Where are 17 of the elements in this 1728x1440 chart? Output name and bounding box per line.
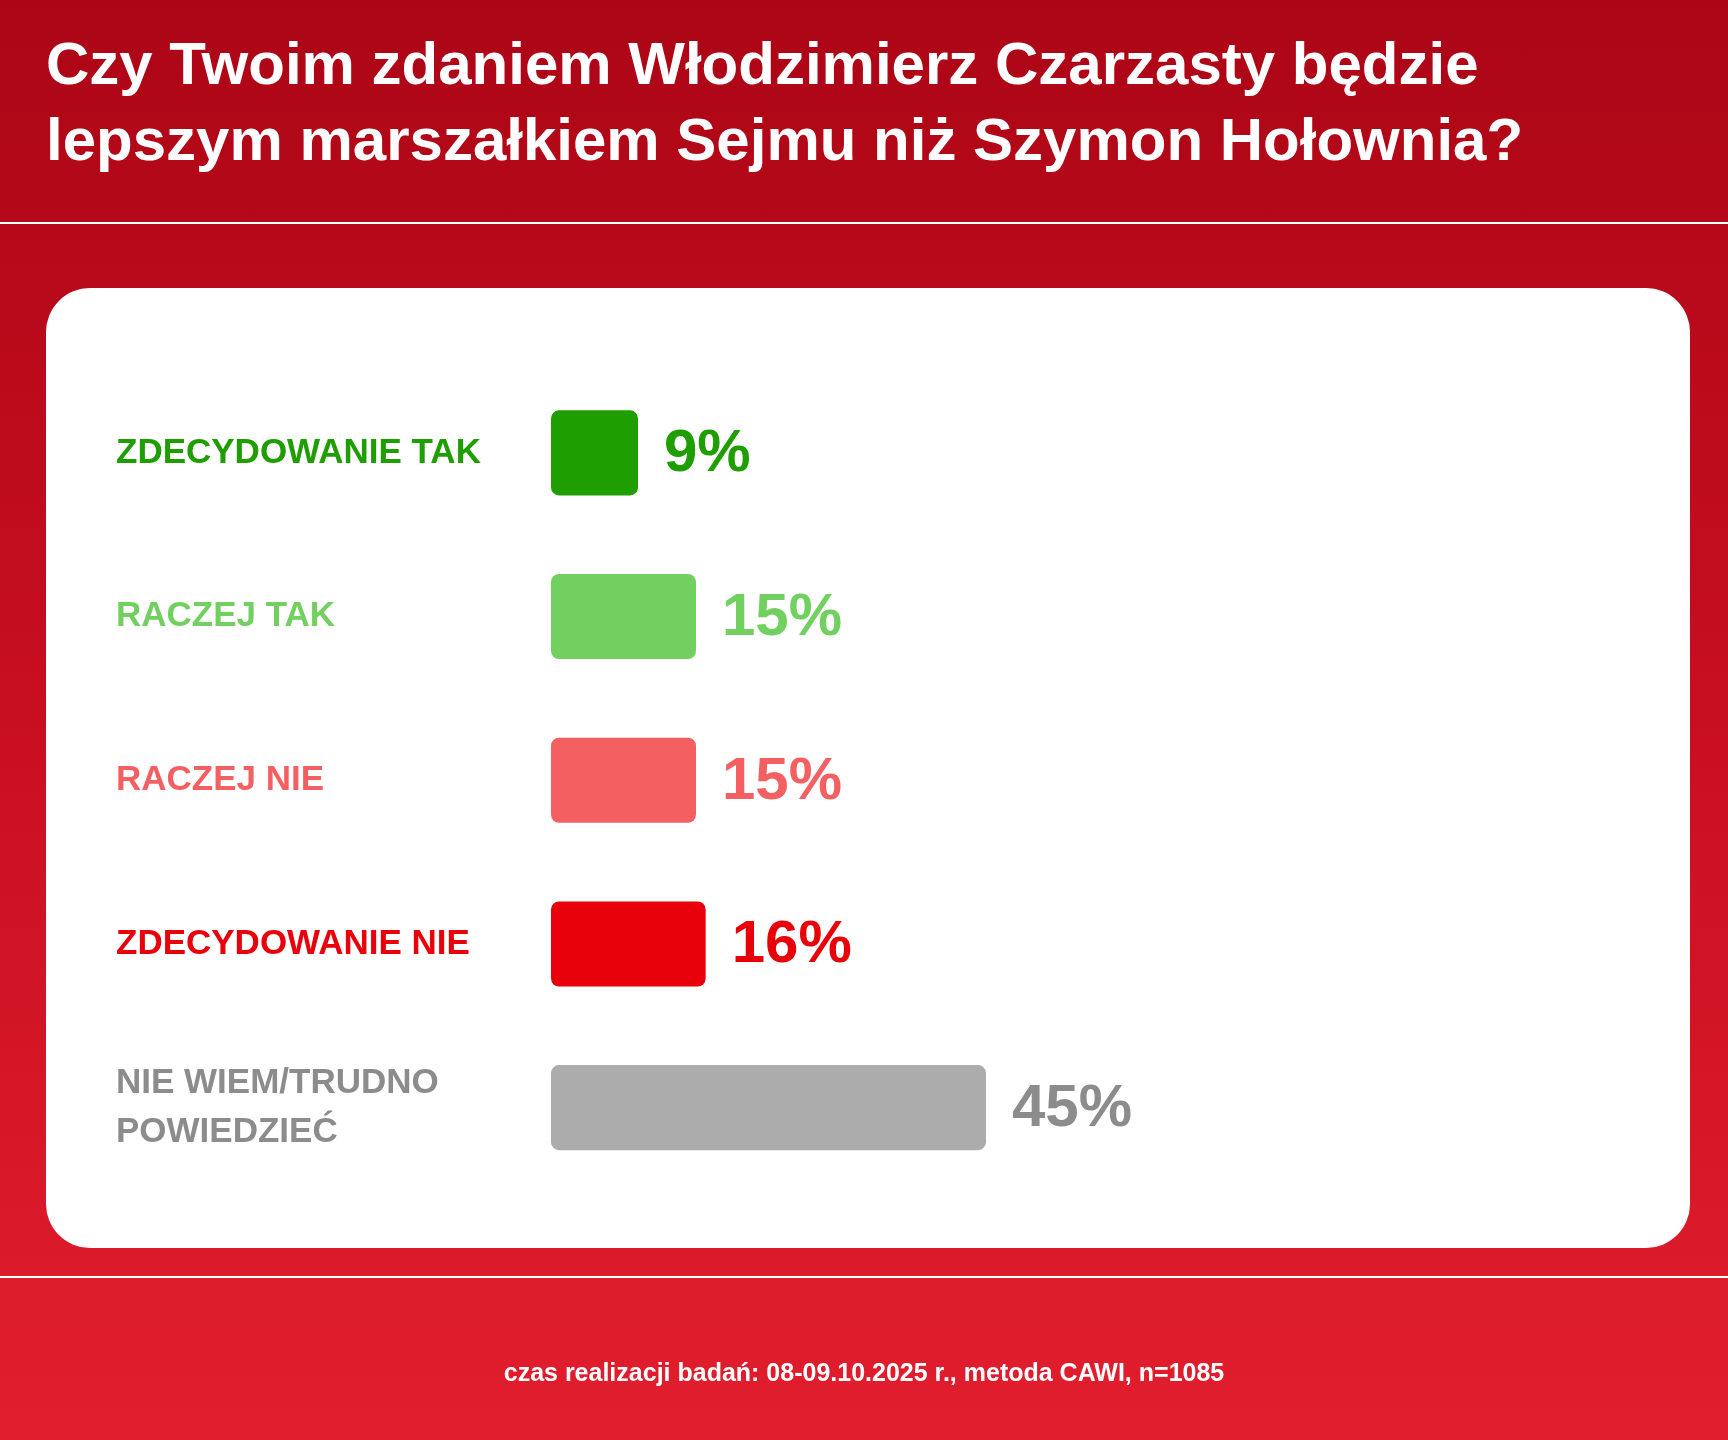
bar bbox=[551, 1065, 986, 1151]
text: czas realizacji badań: 08-09.10.2025 r., metoda CAWI, n=1085 bbox=[502, 1357, 1226, 1388]
y-tick-label: ZDECYDOWANIE TAK bbox=[116, 430, 481, 470]
bar bbox=[551, 573, 696, 660]
bar bbox=[551, 410, 638, 496]
data-label: 9% bbox=[664, 417, 751, 485]
data-label: 15% bbox=[722, 581, 843, 649]
y-tick-label: RACZEJ NIE bbox=[116, 757, 325, 797]
chart-title: Czy Twoim zdaniem Włodzimierz Czarzasty będzie lepszym marszałkiem Sejmu niż Szymon Hołownia? bbox=[46, 29, 1525, 175]
data-label: 45% bbox=[1012, 1072, 1133, 1140]
bar bbox=[551, 901, 706, 987]
bar bbox=[551, 737, 696, 823]
y-tick-label: RACZEJ TAK bbox=[116, 594, 336, 634]
data-label: 16% bbox=[731, 908, 852, 976]
y-tick-label: NIE WIEM/TRUDNO POWIEDZIEĆ bbox=[116, 1060, 439, 1149]
y-tick-label: ZDECYDOWANIE NIE bbox=[116, 921, 470, 961]
data-label: 15% bbox=[722, 744, 843, 812]
